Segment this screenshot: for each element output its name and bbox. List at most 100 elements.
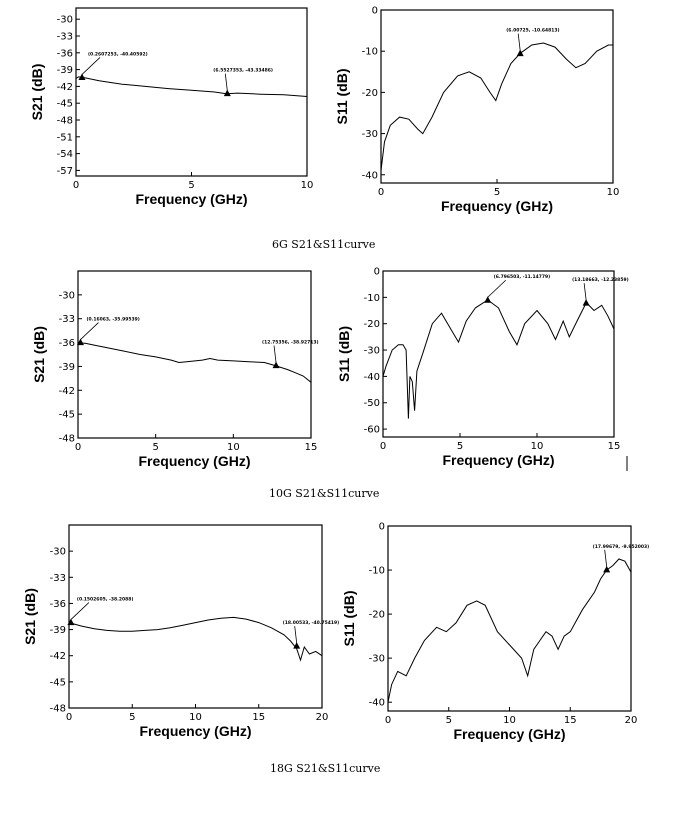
y-tick-label: -20 xyxy=(362,88,378,99)
x-tick-label: 10 xyxy=(503,715,516,726)
y-tick-label: -33 xyxy=(50,573,66,584)
data-marker xyxy=(516,49,524,57)
y-tick-label: -30 xyxy=(59,290,75,301)
y-tick-label: -48 xyxy=(57,116,73,127)
x-tick-label: 15 xyxy=(252,712,265,723)
y-tick-label: -48 xyxy=(59,434,75,445)
y-tick-label: -39 xyxy=(59,362,75,373)
marker-leader xyxy=(583,283,587,301)
y-axis-label: S11 (dB) xyxy=(341,590,357,646)
marker-leader xyxy=(517,33,521,51)
marker-leader xyxy=(487,279,506,298)
plot-frame xyxy=(68,524,323,709)
marker-label: (6.796503, -11.14779) xyxy=(494,274,551,280)
y-tick-label: -42 xyxy=(59,386,75,397)
y-tick-label: -40 xyxy=(362,170,378,181)
data-marker xyxy=(223,89,231,97)
y-tick-label: -39 xyxy=(50,625,66,636)
data-marker xyxy=(272,361,280,369)
x-axis-label: Frequency (GHz) xyxy=(139,723,251,739)
y-tick-label: -20 xyxy=(364,319,380,330)
y-tick-label: -39 xyxy=(57,65,73,76)
x-tick-label: 5 xyxy=(457,441,463,452)
y-tick-label: -42 xyxy=(57,82,73,93)
x-tick-label: 10 xyxy=(189,712,202,723)
x-tick-label: 15 xyxy=(608,441,621,452)
x-tick-label: 5 xyxy=(188,180,194,191)
y-tick-label: -40 xyxy=(369,698,385,709)
y-tick-label: 0 xyxy=(379,522,385,533)
caption-18g: 18G S21&S11curve xyxy=(270,762,380,775)
x-tick-label: 15 xyxy=(564,715,577,726)
y-axis-label: S11 (dB) xyxy=(336,326,352,382)
y-tick-label: 0 xyxy=(374,267,380,278)
y-tick-label: -10 xyxy=(369,566,385,577)
x-tick-label: 0 xyxy=(385,715,391,726)
series-line-s21 xyxy=(68,616,323,662)
y-tick-label: -30 xyxy=(57,15,73,26)
y-tick-label: -33 xyxy=(59,314,75,325)
marker-label: (6.5527353, -43.33486) xyxy=(213,68,273,74)
x-axis-label: Frequency (GHz) xyxy=(138,453,250,469)
y-tick-label: -10 xyxy=(362,47,378,58)
y-tick-label: -20 xyxy=(369,610,385,621)
y-tick-label: -42 xyxy=(50,651,66,662)
series-line-s11 xyxy=(382,299,615,419)
y-tick-label: -30 xyxy=(364,346,380,357)
marker-leader xyxy=(80,322,99,340)
marker-leader xyxy=(294,626,298,644)
y-axis-label: S21 (dB) xyxy=(29,64,45,121)
x-tick-label: 0 xyxy=(73,180,79,191)
marker-leader xyxy=(224,73,228,91)
x-tick-label: 10 xyxy=(301,180,314,191)
y-tick-label: -48 xyxy=(50,704,66,715)
x-tick-label: 5 xyxy=(446,715,452,726)
x-tick-label: 5 xyxy=(494,187,500,198)
y-tick-label: -10 xyxy=(364,293,380,304)
data-marker xyxy=(293,642,301,649)
marker-label: (0.1502605, -38.2088) xyxy=(77,597,134,603)
marker-leader xyxy=(273,345,277,363)
marker-label: (0.2607253, -40.40592) xyxy=(88,51,148,57)
y-axis-label: S21 (dB) xyxy=(22,588,38,645)
series-line-s11 xyxy=(387,558,632,703)
x-axis-label: Frequency (GHz) xyxy=(453,726,565,742)
x-axis-label: Frequency (GHz) xyxy=(135,191,247,207)
y-tick-label: 0 xyxy=(372,6,378,17)
y-tick-label: -40 xyxy=(364,372,380,383)
x-tick-label: 20 xyxy=(625,715,638,726)
x-tick-label: 0 xyxy=(378,187,384,198)
marker-label: (18.00533, -40.75419) xyxy=(283,620,340,626)
y-tick-label: -54 xyxy=(57,149,73,160)
x-tick-label: 0 xyxy=(380,441,386,452)
marker-label: (6.00725, -10.64813) xyxy=(506,28,559,34)
series-line-s11 xyxy=(380,42,613,171)
marker-label: (17.99679, -9.952003) xyxy=(593,544,650,550)
y-tick-label: -50 xyxy=(364,398,380,409)
y-tick-label: -30 xyxy=(369,654,385,665)
x-tick-label: 5 xyxy=(152,442,158,453)
x-axis-label: Frequency (GHz) xyxy=(441,198,553,214)
y-tick-label: -57 xyxy=(57,166,73,177)
y-tick-label: -36 xyxy=(57,48,73,59)
series-line-s21 xyxy=(75,76,308,97)
data-marker xyxy=(76,338,84,346)
y-tick-label: -30 xyxy=(362,129,378,140)
y-tick-label: -45 xyxy=(50,677,66,688)
x-tick-label: 0 xyxy=(75,442,81,453)
x-tick-label: 10 xyxy=(227,442,240,453)
plot-frame xyxy=(77,270,312,439)
x-tick-label: 0 xyxy=(66,712,72,723)
data-marker xyxy=(603,565,611,573)
data-marker xyxy=(67,618,75,626)
marker-leader xyxy=(81,57,101,75)
x-tick-label: 20 xyxy=(316,712,329,723)
data-marker xyxy=(78,73,86,80)
x-tick-label: 10 xyxy=(531,441,544,452)
x-tick-label: 5 xyxy=(129,712,135,723)
y-tick-label: -51 xyxy=(57,132,73,143)
